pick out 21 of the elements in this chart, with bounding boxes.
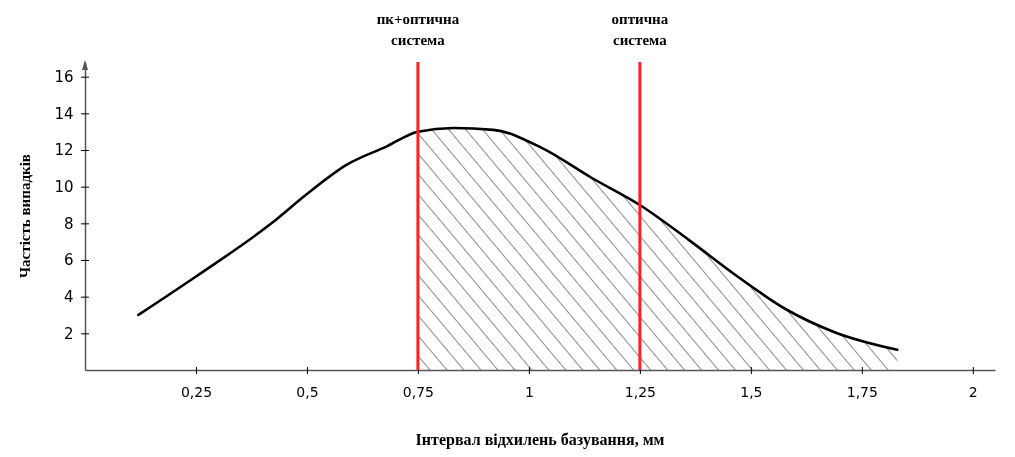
x-tick-label: 1,5 xyxy=(740,384,763,401)
y-tick-label: 14 xyxy=(54,104,74,123)
y-tick-label: 8 xyxy=(63,214,74,233)
x-tick-label: 2 xyxy=(968,384,978,401)
x-tick-label: 1,25 xyxy=(624,384,656,401)
ref-line-label: оптична система xyxy=(611,11,669,48)
x-tick-label: 1,75 xyxy=(846,384,878,401)
y-tick-label: 4 xyxy=(63,287,74,306)
x-tick-label: 1 xyxy=(524,384,534,401)
x-tick-label: 0,75 xyxy=(402,384,435,401)
y-tick-label: 16 xyxy=(54,67,74,86)
y-tick-label: 2 xyxy=(63,324,74,343)
line-series xyxy=(136,126,899,352)
y-tick-label: 12 xyxy=(54,141,74,160)
x-tick-label: 0,5 xyxy=(296,384,319,401)
ref-line-label: пк+оптична система xyxy=(376,11,460,48)
y-tick-label: 6 xyxy=(63,251,74,270)
y-tick-label: 10 xyxy=(54,177,74,196)
x-axis-title: Інтервал відхилень базування, мм xyxy=(415,431,665,449)
y-axis-title: Частість випадків xyxy=(17,154,33,278)
x-tick-label: 0,25 xyxy=(180,384,213,401)
